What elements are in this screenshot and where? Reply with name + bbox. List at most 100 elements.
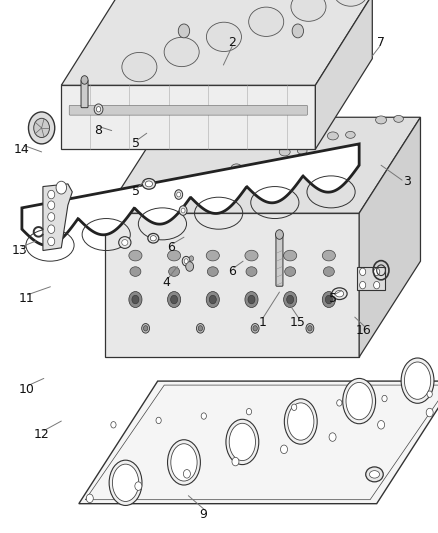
- Ellipse shape: [284, 399, 317, 444]
- Circle shape: [286, 295, 294, 304]
- Circle shape: [96, 107, 101, 112]
- Text: 6: 6: [167, 241, 175, 254]
- Ellipse shape: [231, 164, 242, 172]
- Text: 13: 13: [12, 244, 28, 257]
- FancyBboxPatch shape: [81, 80, 88, 108]
- Circle shape: [94, 104, 103, 115]
- Ellipse shape: [179, 206, 187, 215]
- Circle shape: [374, 268, 380, 276]
- Circle shape: [280, 445, 287, 454]
- Text: 14: 14: [14, 143, 30, 156]
- Ellipse shape: [297, 147, 307, 154]
- Ellipse shape: [198, 326, 202, 331]
- Circle shape: [374, 281, 380, 289]
- Ellipse shape: [119, 237, 131, 248]
- Ellipse shape: [122, 239, 128, 245]
- Ellipse shape: [207, 266, 218, 276]
- Ellipse shape: [245, 250, 258, 261]
- Circle shape: [322, 292, 336, 308]
- Circle shape: [48, 237, 55, 246]
- Ellipse shape: [366, 467, 383, 482]
- Text: 10: 10: [18, 383, 34, 395]
- Ellipse shape: [346, 383, 372, 420]
- Polygon shape: [105, 213, 359, 357]
- Ellipse shape: [122, 52, 157, 82]
- Text: 5: 5: [132, 185, 140, 198]
- Circle shape: [209, 295, 216, 304]
- Text: 3: 3: [403, 175, 411, 188]
- Text: 7: 7: [377, 36, 385, 49]
- Text: 9: 9: [200, 508, 208, 521]
- Ellipse shape: [145, 181, 152, 187]
- Polygon shape: [61, 85, 315, 149]
- Circle shape: [132, 295, 139, 304]
- Ellipse shape: [322, 250, 336, 261]
- Ellipse shape: [332, 288, 347, 300]
- Ellipse shape: [291, 0, 326, 21]
- Text: 15: 15: [290, 316, 306, 329]
- Ellipse shape: [206, 22, 241, 52]
- FancyBboxPatch shape: [69, 106, 307, 115]
- Ellipse shape: [177, 192, 180, 197]
- Ellipse shape: [226, 419, 259, 465]
- Circle shape: [276, 230, 283, 239]
- Circle shape: [325, 295, 332, 304]
- Circle shape: [186, 262, 194, 271]
- Circle shape: [426, 408, 433, 417]
- Ellipse shape: [249, 163, 259, 170]
- Text: 6: 6: [228, 265, 236, 278]
- Ellipse shape: [346, 131, 355, 138]
- Ellipse shape: [175, 190, 183, 199]
- Ellipse shape: [182, 256, 190, 266]
- Circle shape: [206, 292, 219, 308]
- Text: 2: 2: [228, 36, 236, 49]
- Ellipse shape: [130, 266, 141, 276]
- Ellipse shape: [164, 37, 199, 67]
- Polygon shape: [315, 0, 372, 149]
- Polygon shape: [61, 0, 372, 85]
- Ellipse shape: [142, 179, 155, 189]
- Circle shape: [232, 457, 239, 466]
- Ellipse shape: [279, 148, 290, 156]
- Ellipse shape: [335, 290, 344, 297]
- Ellipse shape: [206, 250, 219, 261]
- Ellipse shape: [196, 324, 204, 333]
- Ellipse shape: [171, 443, 197, 481]
- Ellipse shape: [150, 236, 156, 241]
- Ellipse shape: [144, 326, 148, 331]
- Text: 5: 5: [132, 138, 140, 150]
- Circle shape: [292, 24, 304, 38]
- Circle shape: [201, 413, 206, 419]
- Circle shape: [292, 404, 297, 410]
- Ellipse shape: [201, 179, 211, 186]
- Ellipse shape: [288, 403, 314, 440]
- Circle shape: [378, 421, 385, 429]
- Ellipse shape: [148, 233, 159, 243]
- Ellipse shape: [343, 378, 376, 424]
- Circle shape: [135, 482, 142, 490]
- Circle shape: [34, 118, 49, 138]
- Circle shape: [86, 494, 93, 503]
- Ellipse shape: [401, 358, 434, 403]
- Ellipse shape: [181, 208, 185, 213]
- Ellipse shape: [394, 115, 403, 122]
- Circle shape: [111, 422, 116, 428]
- Ellipse shape: [229, 423, 255, 461]
- Circle shape: [48, 225, 55, 233]
- Circle shape: [360, 268, 366, 276]
- Circle shape: [48, 190, 55, 199]
- Circle shape: [427, 391, 432, 398]
- FancyBboxPatch shape: [276, 233, 283, 286]
- Circle shape: [178, 24, 190, 38]
- Circle shape: [48, 201, 55, 209]
- Polygon shape: [359, 117, 420, 357]
- Circle shape: [360, 281, 366, 289]
- Ellipse shape: [333, 0, 368, 6]
- Circle shape: [170, 295, 177, 304]
- Text: 5: 5: [329, 292, 337, 305]
- Circle shape: [248, 295, 255, 304]
- Text: 16: 16: [356, 324, 371, 337]
- Circle shape: [28, 112, 55, 144]
- Ellipse shape: [307, 326, 312, 331]
- Circle shape: [329, 433, 336, 441]
